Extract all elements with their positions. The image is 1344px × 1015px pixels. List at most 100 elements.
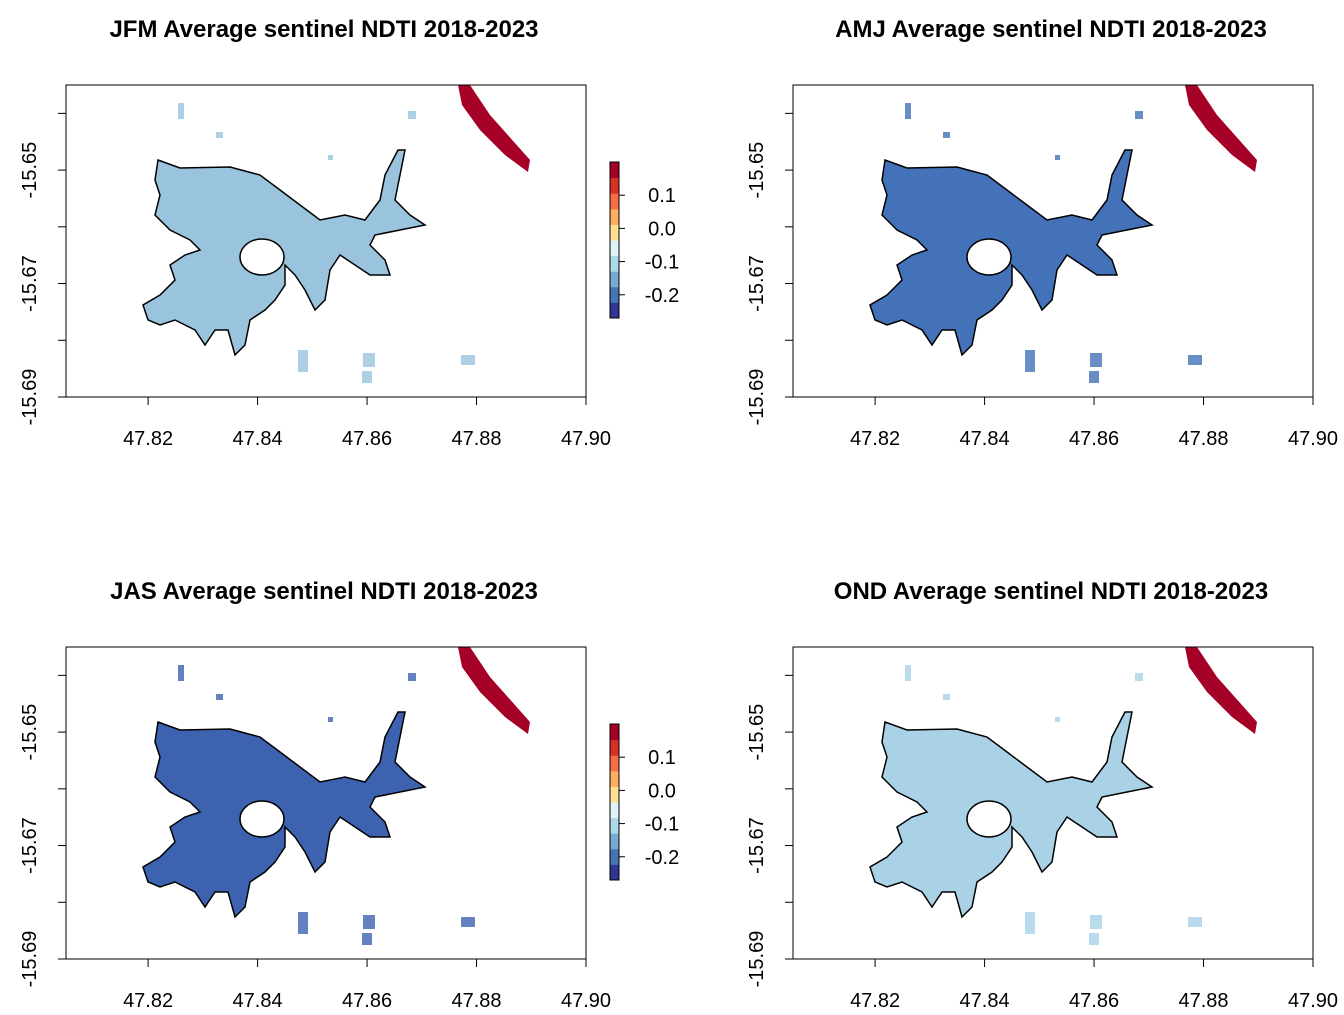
pond [408,111,416,119]
plot-box [792,646,1314,960]
pond [328,155,333,160]
colorbar-swatch [610,224,619,241]
x-tick-label: 47.82 [850,428,900,450]
plot-box [65,84,587,398]
x-tick-label: 47.90 [1288,990,1338,1010]
x-tick-label: 47.88 [451,990,501,1010]
panel: AMJ Average sentinel NDTI 2018-2023 47.82… [746,16,1338,450]
panel-title: JAS Average sentinel NDTI 2018-2023 [110,578,538,605]
coastline [1185,647,1257,734]
pond [1090,915,1102,929]
panel: JFM Average sentinel NDTI 2018-2023 47.82… [19,16,679,450]
pond [178,103,184,119]
panel-title: AMJ Average sentinel NDTI 2018-2023 [835,16,1267,43]
pond [216,694,223,700]
x-tick-label: 47.90 [1288,428,1338,450]
pond [178,665,184,681]
x-tick-label: 47.82 [123,990,173,1010]
y-tick-label: -15.69 [19,931,41,988]
x-tick-label: 47.84 [233,990,283,1010]
colorbar-swatch [610,177,619,194]
colorbar-swatch [610,240,619,257]
pond [1135,111,1143,119]
x-tick-label: 47.88 [1178,990,1228,1010]
x-tick-label: 47.86 [342,428,392,450]
coastline [458,647,530,734]
island [966,238,1012,276]
plot-box [792,84,1314,398]
colorbar-swatch [610,302,619,319]
colorbar-label: -0.1 [645,252,679,274]
y-tick-label: -15.65 [746,704,768,761]
panel-title: JFM Average sentinel NDTI 2018-2023 [109,16,538,43]
y-tick-label: -15.69 [746,369,768,426]
y-tick-label: -15.67 [746,817,768,874]
pond [216,132,223,138]
pond [905,665,911,681]
x-tick-label: 47.88 [451,428,501,450]
pond [461,355,475,365]
panel-title: OND Average sentinel NDTI 2018-2023 [834,578,1268,605]
pond [1055,155,1060,160]
colorbar-label: 0.1 [648,747,676,769]
x-tick-label: 47.86 [1069,428,1119,450]
coastline [1185,85,1257,172]
colorbar-swatch [610,724,619,741]
pond [298,350,308,372]
panel: JAS Average sentinel NDTI 2018-2023 47.82… [19,578,679,1012]
pond [363,915,375,929]
coastline [458,85,530,172]
colorbar-swatch [610,833,619,850]
x-tick-label: 47.84 [233,428,283,450]
y-tick-label: -15.69 [19,369,41,426]
colorbar-label: 0.0 [648,218,676,240]
pond [943,694,950,700]
y-tick-label: -15.69 [746,931,768,988]
x-tick-label: 47.88 [1178,428,1228,450]
colorbar-swatch [610,255,619,272]
pond [1188,917,1202,927]
colorbar-label: -0.1 [645,814,679,836]
island [239,238,285,276]
x-tick-label: 47.90 [561,428,611,450]
colorbar-swatch [610,271,619,288]
pond [298,912,308,934]
colorbar-frame [609,723,620,881]
pond [1089,371,1099,383]
pond [362,933,372,945]
pond [328,717,333,722]
pond [943,132,950,138]
colorbar-swatch [610,286,619,303]
x-tick-label: 47.84 [960,428,1010,450]
panel: OND Average sentinel NDTI 2018-2023 47.82… [746,578,1338,1012]
colorbar-label: 0.1 [648,185,676,207]
colorbar-swatch [610,848,619,865]
colorbar-swatch [610,755,619,772]
x-tick-label: 47.82 [850,990,900,1010]
y-tick-label: -15.65 [19,704,41,761]
pond [362,371,372,383]
colorbar-label: -0.2 [645,285,679,307]
pond [905,103,911,119]
pond [1089,933,1099,945]
x-tick-label: 47.82 [123,428,173,450]
pond [1188,355,1202,365]
pond [461,917,475,927]
colorbar-frame [609,161,620,319]
island [966,800,1012,838]
colorbar-swatch [610,786,619,803]
colorbar-label: -0.2 [645,847,679,869]
colorbar-swatch [610,864,619,881]
pond [408,673,416,681]
x-tick-label: 47.84 [960,990,1010,1010]
pond [1025,912,1035,934]
pond [1055,717,1060,722]
colorbar-swatch [610,739,619,756]
x-tick-label: 47.86 [342,990,392,1010]
island [239,800,285,838]
y-tick-label: -15.67 [746,255,768,312]
y-tick-label: -15.67 [19,255,41,312]
pond [1090,353,1102,367]
colorbar-swatch [610,193,619,210]
